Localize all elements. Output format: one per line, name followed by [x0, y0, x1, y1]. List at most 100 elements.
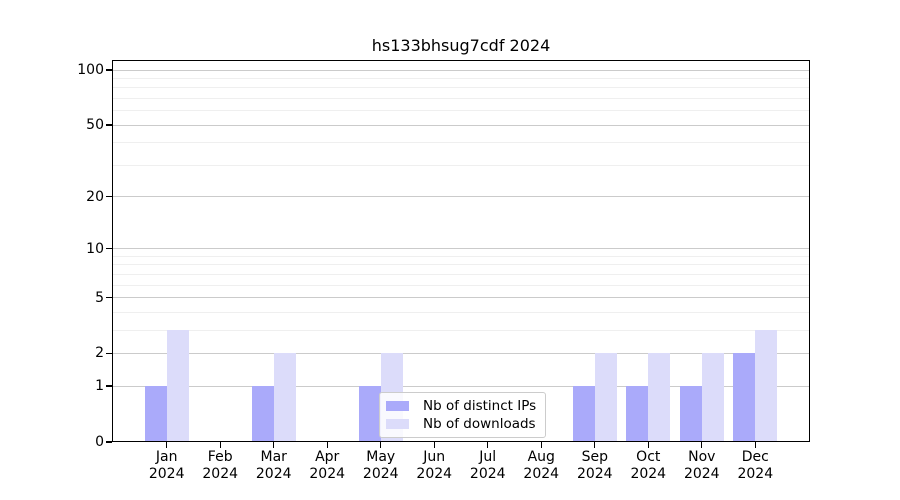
bar-distinct-ips-sep: [572, 386, 595, 442]
bar-downloads-nov: [701, 353, 724, 442]
bar-downloads-dec: [755, 330, 778, 442]
y-tick-mark: [106, 385, 112, 387]
y-tick-mark: [106, 296, 112, 299]
x-tick-mark: [380, 442, 382, 448]
x-tick-year: 2024: [148, 466, 185, 482]
legend-label-downloads: Nb of downloads: [423, 416, 536, 432]
bar-distinct-ips-dec: [733, 353, 756, 442]
gridline-minor: [112, 329, 810, 331]
gridline-minor: [112, 273, 810, 275]
gridline-major: [112, 196, 810, 198]
x-tick-label: Dec 2024: [725, 449, 785, 483]
legend-swatch-downloads-icon: [386, 419, 409, 429]
bar-downloads-jan: [166, 330, 189, 442]
y-tick-mark: [106, 248, 112, 250]
x-tick-mark: [219, 442, 221, 448]
gridline-minor: [112, 97, 810, 99]
y-tick-mark: [106, 69, 112, 71]
x-tick-month: Feb: [207, 449, 233, 465]
bar-distinct-ips-oct: [626, 386, 649, 442]
x-tick-label: May 2024: [351, 449, 411, 483]
x-tick-mark: [433, 442, 435, 448]
x-tick-mark: [273, 442, 275, 448]
gridline-major: [112, 385, 810, 387]
bar-distinct-ips-nov: [679, 386, 702, 442]
x-tick-month: Oct: [636, 449, 661, 465]
y-tick-label: 20: [86, 188, 104, 205]
x-tick-year: 2024: [202, 466, 239, 482]
x-tick-month: Dec: [741, 449, 769, 465]
x-tick-month: Jul: [479, 449, 497, 465]
gridline-minor: [112, 77, 810, 79]
y-tick-label: 0: [95, 434, 104, 450]
gridline-minor: [112, 87, 810, 89]
x-tick-label: Mar 2024: [244, 449, 304, 483]
legend: Nb of distinct IPs Nb of downloads: [379, 392, 547, 438]
gridline-minor: [112, 142, 810, 144]
y-tick-label: 100: [77, 62, 104, 78]
x-tick-year: 2024: [469, 466, 506, 482]
bar-downloads-sep: [594, 353, 617, 442]
gridline-minor: [112, 110, 810, 112]
y-tick-label: 1: [95, 378, 104, 395]
gridline-minor: [112, 284, 810, 286]
x-tick-month: Apr: [315, 449, 340, 465]
gridline-major: [112, 352, 810, 354]
x-tick-mark: [540, 442, 542, 448]
x-tick-mark: [594, 442, 596, 448]
x-tick-year: 2024: [362, 466, 399, 482]
x-tick-label: Jun 2024: [404, 449, 464, 483]
y-tick-mark: [106, 441, 112, 443]
x-tick-year: 2024: [416, 466, 453, 482]
x-tick-mark: [166, 442, 168, 448]
y-tick-label: 10: [86, 240, 104, 257]
x-tick-label: Apr 2024: [297, 449, 357, 483]
plot-area: Nb of distinct IPs Nb of downloads: [112, 60, 810, 442]
x-tick-label: Sep 2024: [565, 449, 625, 483]
x-tick-month: Sep: [581, 449, 608, 465]
gridline-major: [112, 248, 810, 250]
x-tick-month: Mar: [260, 449, 287, 465]
y-tick-label: 5: [95, 289, 104, 306]
legend-item-distinct-ips: Nb of distinct IPs: [386, 398, 536, 414]
gridline-minor: [112, 311, 810, 313]
gridline-major: [112, 297, 810, 299]
x-tick-month: Nov: [688, 449, 716, 465]
y-tick-mark: [106, 195, 112, 198]
x-tick-month: Aug: [527, 449, 555, 465]
x-tick-year: 2024: [576, 466, 613, 482]
gridline-major: [112, 69, 810, 71]
x-tick-year: 2024: [737, 466, 774, 482]
x-tick-year: 2024: [683, 466, 720, 482]
y-tick-mark: [106, 124, 112, 126]
legend-swatch-distinct-ips-icon: [386, 401, 409, 411]
x-tick-year: 2024: [523, 466, 560, 482]
bar-distinct-ips-jan: [144, 386, 167, 442]
bar-downloads-mar: [273, 353, 296, 442]
x-tick-year: 2024: [309, 466, 346, 482]
bar-downloads-oct: [648, 353, 671, 442]
y-tick-label: 50: [86, 117, 104, 134]
bar-distinct-ips-mar: [251, 386, 274, 442]
x-tick-label: Jul 2024: [458, 449, 518, 483]
x-tick-mark: [701, 442, 703, 448]
bar-distinct-ips-may: [358, 386, 381, 442]
x-tick-mark: [487, 442, 489, 448]
x-tick-label: Feb 2024: [190, 449, 250, 483]
x-tick-month: May: [366, 449, 396, 465]
y-tick-mark: [106, 352, 112, 355]
x-tick-label: Oct 2024: [618, 449, 678, 483]
chart-title: hs133bhsug7cdf 2024: [371, 36, 551, 55]
gridline-minor: [112, 264, 810, 266]
x-tick-label: Aug 2024: [511, 449, 571, 483]
y-tick-label: 2: [95, 345, 104, 362]
x-tick-mark: [326, 442, 328, 448]
gridline-minor: [112, 255, 810, 257]
x-tick-label: Nov 2024: [672, 449, 732, 483]
x-tick-month: Jun: [423, 449, 446, 465]
x-tick-label: Jan 2024: [137, 449, 197, 483]
legend-item-downloads: Nb of downloads: [386, 416, 536, 432]
x-tick-month: Jan: [155, 449, 178, 465]
x-tick-year: 2024: [255, 466, 292, 482]
